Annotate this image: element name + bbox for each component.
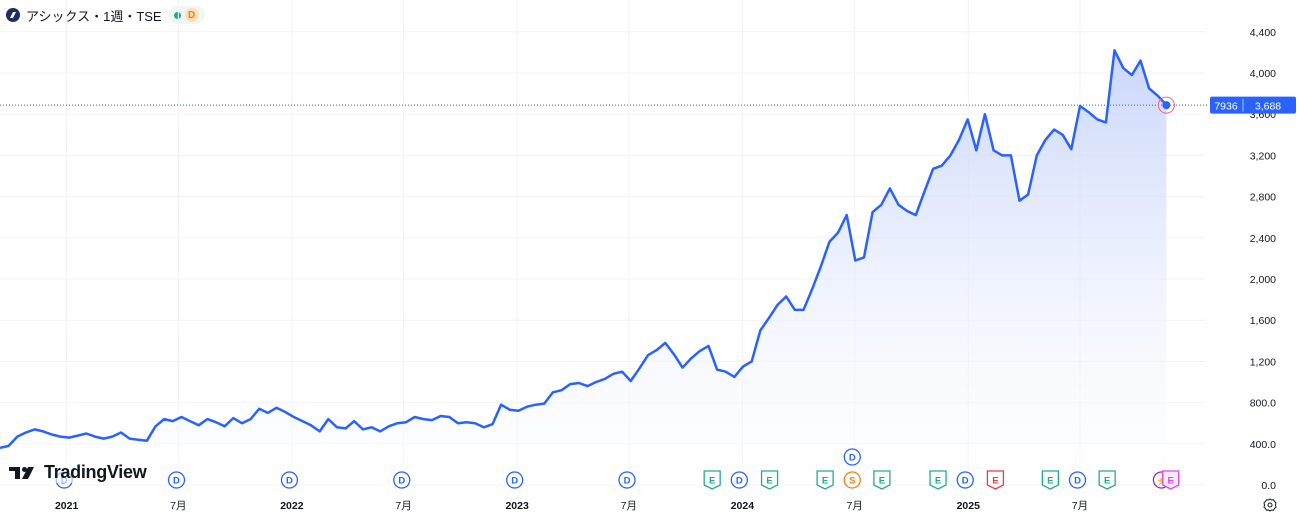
event-marker-dividend[interactable]: D [167, 471, 186, 489]
event-marker-dividend[interactable]: D [843, 448, 861, 466]
event-marker-earnings[interactable]: E [760, 470, 779, 490]
x-tick-label: 2022 [280, 500, 304, 512]
event-marker-dividend[interactable]: D [1068, 471, 1087, 489]
y-tick-label: 1,200 [1250, 356, 1276, 368]
y-tick-label: 4,400 [1250, 27, 1276, 39]
y-tick-label: 4,000 [1250, 68, 1276, 80]
price-area-fill [0, 50, 1167, 486]
event-marker-dividend[interactable]: D [506, 471, 524, 489]
event-marker-earnings[interactable]: E [703, 470, 721, 490]
event-marker-label: S [849, 476, 855, 487]
event-marker-label: D [1074, 476, 1081, 487]
settings-gear-icon[interactable] [1262, 497, 1278, 513]
x-tick-label: 2023 [505, 500, 529, 512]
chart-header: アシックス・1週・TSE D [6, 4, 205, 26]
last-price-label: 7936 3,688 [1210, 96, 1296, 114]
y-tick-label: 1,600 [1250, 315, 1276, 327]
y-tick-label: 2,000 [1250, 274, 1276, 286]
event-marker-label: D [624, 476, 631, 487]
event-marker-label: E [992, 476, 998, 487]
market-status-pill[interactable]: D [167, 6, 205, 24]
x-tick-label: 2025 [957, 500, 981, 512]
event-marker-dividend[interactable]: D [280, 471, 299, 489]
x-tick-label: 7月 [1072, 500, 1088, 512]
event-marker-label: D [286, 476, 293, 487]
event-marker-earnings[interactable]: E [816, 470, 834, 490]
last-price-dot [1162, 101, 1171, 110]
data-status-badge: D [184, 8, 199, 22]
x-tick-label: 7月 [395, 500, 411, 512]
event-marker-label: ⚡ [1156, 475, 1168, 487]
event-marker-label: D [511, 476, 518, 487]
last-price-marker [1157, 96, 1175, 114]
y-tick-label: 2,400 [1250, 233, 1276, 245]
event-marker-dividend[interactable]: D [956, 471, 974, 489]
event-marker-earnings[interactable]: E [1041, 470, 1060, 490]
event-marker-label: E [879, 476, 885, 487]
market-open-icon [173, 11, 181, 19]
price-axis[interactable]: 4,4004,0003,6003,2002,8002,4002,0001,600… [1250, 27, 1276, 492]
event-marker-label: D [962, 476, 969, 487]
x-tick-label: 2024 [731, 500, 755, 512]
y-tick-label: 0.0 [1261, 480, 1276, 492]
y-tick-label: 800.0 [1250, 398, 1276, 410]
event-marker-label: D [398, 476, 405, 487]
y-tick-label: 3,200 [1250, 150, 1276, 162]
event-marker-label: E [935, 476, 941, 487]
symbol-logo-icon [6, 8, 20, 22]
price-label-value: 3,688 [1255, 101, 1281, 113]
x-tick-label: 2021 [55, 500, 79, 512]
symbol-title[interactable]: アシックス・1週・TSE [26, 8, 162, 24]
y-tick-label: 2,800 [1250, 192, 1276, 204]
x-tick-label: 7月 [621, 500, 637, 512]
price-label-symbol: 7936 [1214, 101, 1238, 113]
event-marker-dividend[interactable]: D [730, 471, 748, 489]
last-price-ring [1157, 96, 1175, 114]
event-marker-label: D [849, 453, 856, 464]
event-marker-label: E [766, 476, 772, 487]
x-tick-label: 7月 [170, 500, 186, 512]
price-line [0, 49, 1168, 450]
event-marker-label: E [709, 476, 715, 487]
tradingview-logo[interactable]: TradingView [8, 462, 147, 483]
event-marker-earnings[interactable]: E [1098, 470, 1116, 490]
event-marker-e_pink[interactable]: E [1162, 470, 1180, 490]
tradingview-wordmark: TradingView [44, 462, 147, 482]
event-marker-dividend[interactable]: D [393, 471, 411, 489]
event-marker-label: E [1047, 476, 1053, 487]
event-marker-label: E [1168, 476, 1174, 487]
event-marker-split[interactable]: S [843, 471, 861, 489]
event-markers: DDDDDDEDEEDSEEDEEDE⚡E [55, 448, 1180, 490]
event-marker-label: E [822, 476, 828, 487]
x-tick-label: 7月 [847, 500, 863, 512]
time-axis[interactable]: 2021 7月 2022 7月 2023 7月 2024 7月 2025 7月 [55, 500, 1088, 512]
event-marker-earnings[interactable]: E [873, 470, 891, 490]
event-marker-label: D [736, 476, 743, 487]
event-marker-dividend[interactable]: D [618, 471, 636, 489]
event-marker-label: E [1104, 476, 1110, 487]
event-marker-earnings[interactable]: E [929, 470, 947, 490]
event-marker-label: D [173, 476, 180, 487]
event-marker-earnings_red[interactable]: E [986, 470, 1005, 490]
grid-lines [0, 0, 1205, 486]
y-tick-label: 400.0 [1250, 439, 1276, 451]
tradingview-icon [9, 466, 34, 479]
